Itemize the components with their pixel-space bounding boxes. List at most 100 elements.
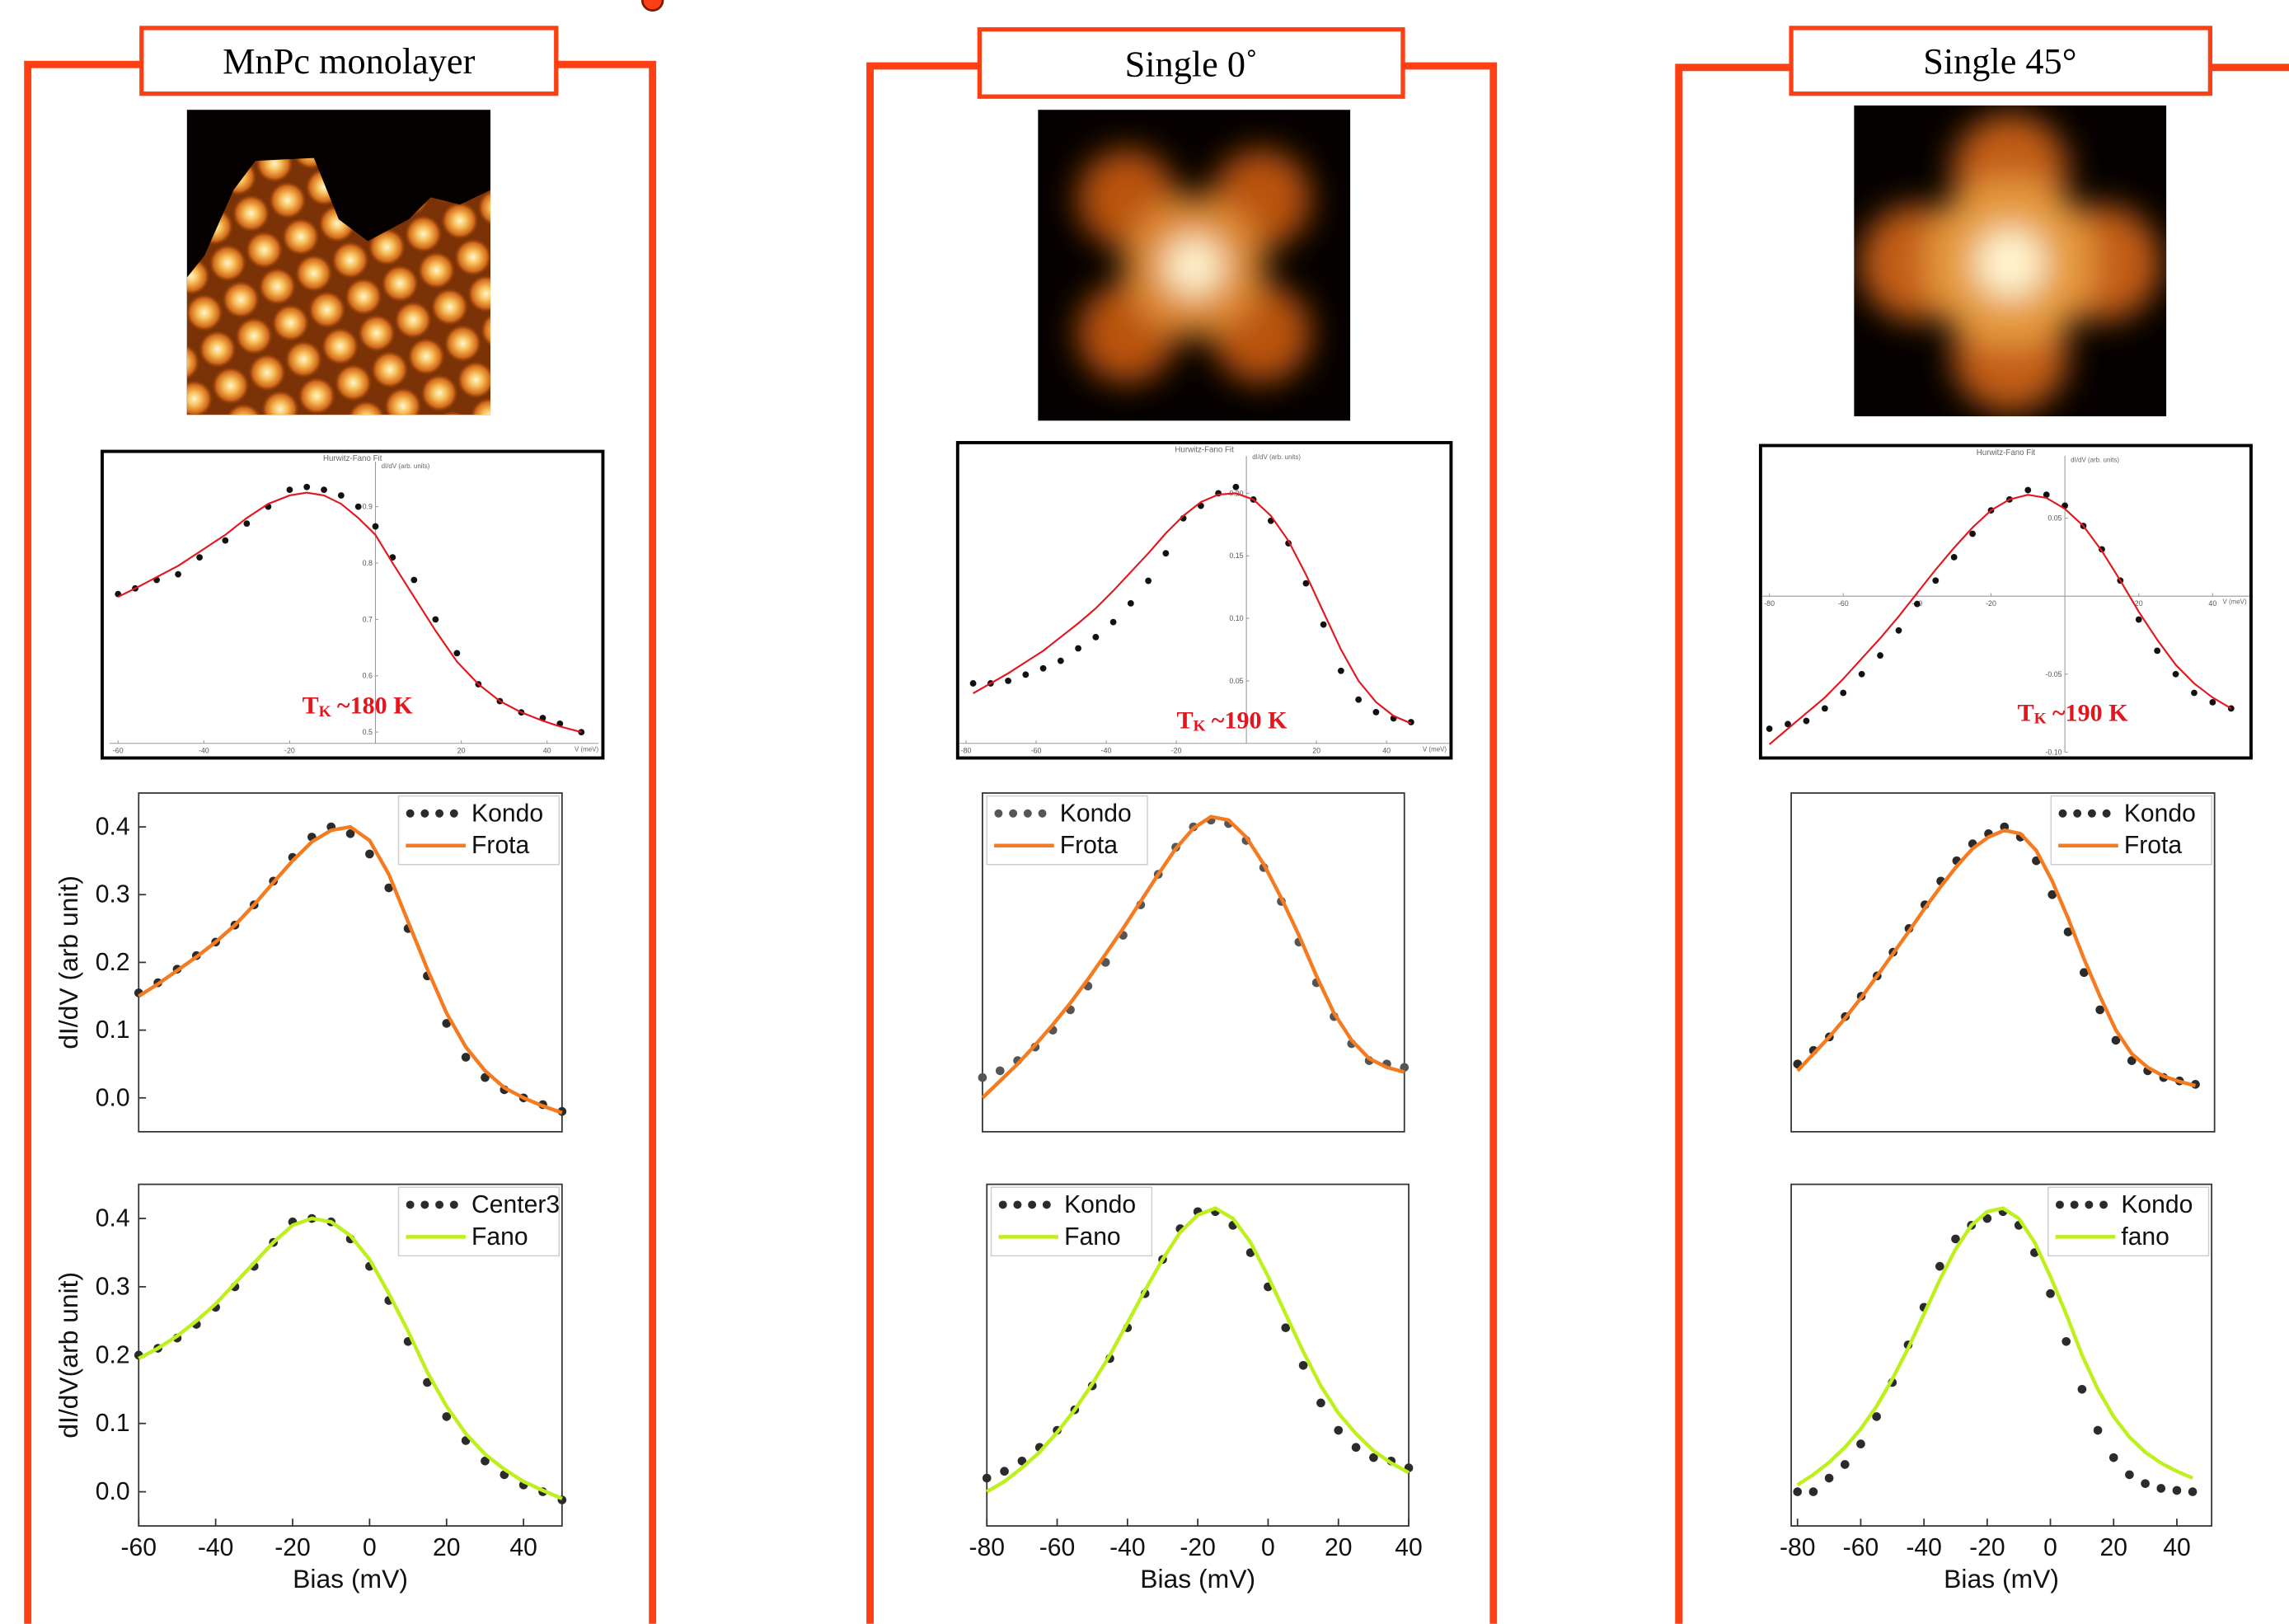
stm-blob — [284, 340, 322, 378]
stm-blob — [331, 242, 369, 279]
x-tick-label: 40 — [509, 1534, 537, 1561]
stm-blob — [261, 390, 299, 428]
stm-blob — [490, 225, 528, 263]
data-point — [1825, 1474, 1834, 1483]
stm-blob — [212, 367, 250, 405]
data-point — [1058, 658, 1064, 664]
legend-label: Center3 — [471, 1191, 560, 1218]
y-tick-label: 0.3 — [96, 1273, 130, 1300]
y-tick-label: -0.05 — [2045, 670, 2062, 678]
x-tick-label: -60 — [1039, 1534, 1076, 1561]
stm-blob — [381, 265, 419, 303]
x-axis-label: Bias (mV) — [1140, 1564, 1255, 1593]
x-axis-label: Bias (mV) — [1944, 1564, 2059, 1593]
x-tick-label: -40 — [1109, 1534, 1146, 1561]
stm-blob — [434, 411, 471, 448]
annotation: TK~180 K — [303, 692, 414, 720]
page-body: MnPc monolayer Single 0˚ Single 45° Hurw… — [0, 0, 2289, 1624]
stm-blob — [308, 291, 346, 329]
stm-blob — [454, 238, 492, 276]
data-point — [410, 577, 417, 584]
data-point — [2209, 699, 2216, 706]
panel-title: Single 45° — [1923, 41, 2076, 82]
data-point — [1859, 671, 1865, 678]
data-point — [1092, 634, 1099, 641]
y-tick-label: 0.4 — [96, 814, 130, 841]
data-point — [2191, 690, 2198, 697]
stm-image — [146, 110, 532, 454]
x-tick-label: 40 — [2163, 1534, 2190, 1561]
stm-blob — [430, 288, 468, 326]
data-point — [1856, 1439, 1865, 1448]
stm-blob — [384, 387, 422, 425]
data-point — [1110, 619, 1117, 626]
x-tick-label: -20 — [1969, 1534, 2005, 1561]
data-point — [1822, 706, 1828, 712]
fit-line — [138, 827, 562, 1113]
x-tick-label: -60 — [1843, 1534, 1879, 1561]
x-axis-label: V (meV) — [575, 745, 599, 753]
stm-blob — [335, 364, 373, 401]
data-point — [2173, 1486, 2182, 1495]
data-point — [2046, 1289, 2055, 1298]
chart-title: Hurwitz-Fano Fit — [1977, 448, 2036, 458]
stm-blob — [407, 337, 445, 375]
data-point — [355, 504, 362, 510]
legend-label: Frota — [471, 832, 530, 859]
stm-blob — [321, 327, 359, 365]
data-point — [1005, 678, 1011, 684]
x-tick-label: -60 — [120, 1534, 156, 1561]
stm-blob — [443, 324, 481, 362]
data-point — [1128, 600, 1134, 607]
legend-marker — [420, 1200, 429, 1209]
y-tick-label: 0.1 — [96, 1410, 130, 1437]
y-tick-label: 0.8 — [363, 559, 373, 567]
stm-blob — [467, 275, 505, 312]
legend-label: Frota — [2124, 832, 2183, 859]
data-point — [432, 616, 439, 622]
legend-marker — [450, 1200, 458, 1209]
data-point — [1804, 718, 1810, 725]
data-point — [2141, 1479, 2150, 1488]
legend-marker — [994, 810, 1002, 818]
x-tick-label: 20 — [457, 747, 466, 755]
stm-image — [1854, 106, 2166, 416]
data-point — [1075, 645, 1081, 652]
data-point — [1841, 1460, 1850, 1469]
fit-line — [138, 1218, 562, 1499]
legend-marker — [2059, 810, 2067, 818]
data-point — [1932, 577, 1939, 584]
stm-blob — [269, 181, 307, 219]
legend-label: Kondo — [471, 800, 543, 827]
y-tick-label: 0.7 — [363, 615, 373, 623]
legend-marker — [1028, 1200, 1036, 1209]
legend-label: Kondo — [1064, 1191, 1136, 1218]
y-tick-label: -0.10 — [2045, 748, 2062, 756]
y-tick-label: 0.5 — [363, 728, 373, 736]
stm-blob — [199, 331, 237, 368]
x-axis-label: V (meV) — [2222, 598, 2247, 606]
y-tick-label: 0.6 — [363, 672, 373, 680]
legend-label: Fano — [1064, 1223, 1121, 1251]
data-point — [1914, 601, 1921, 608]
panel-title: MnPc monolayer — [223, 41, 475, 82]
data-point — [1320, 622, 1327, 628]
x-axis-label: V (meV) — [1423, 745, 1447, 753]
legend-marker — [2088, 810, 2096, 818]
stm-blob — [298, 377, 335, 415]
stm-blob — [371, 350, 409, 388]
data-point — [1809, 1487, 1818, 1496]
data-point — [175, 571, 181, 578]
data-point — [1162, 550, 1169, 556]
stm-blob — [185, 293, 223, 331]
data-point — [338, 492, 345, 499]
legend-marker — [2056, 1200, 2064, 1209]
chart-title: Hurwitz-Fano Fit — [323, 454, 382, 463]
x-axis-label: Bias (mV) — [293, 1564, 408, 1593]
legend-marker — [1024, 810, 1032, 818]
data-point — [1040, 665, 1047, 672]
data-point — [1299, 1361, 1308, 1370]
data-point — [2078, 1385, 2087, 1394]
stm-image — [1038, 110, 1350, 420]
x-tick-label: -80 — [969, 1534, 1005, 1561]
